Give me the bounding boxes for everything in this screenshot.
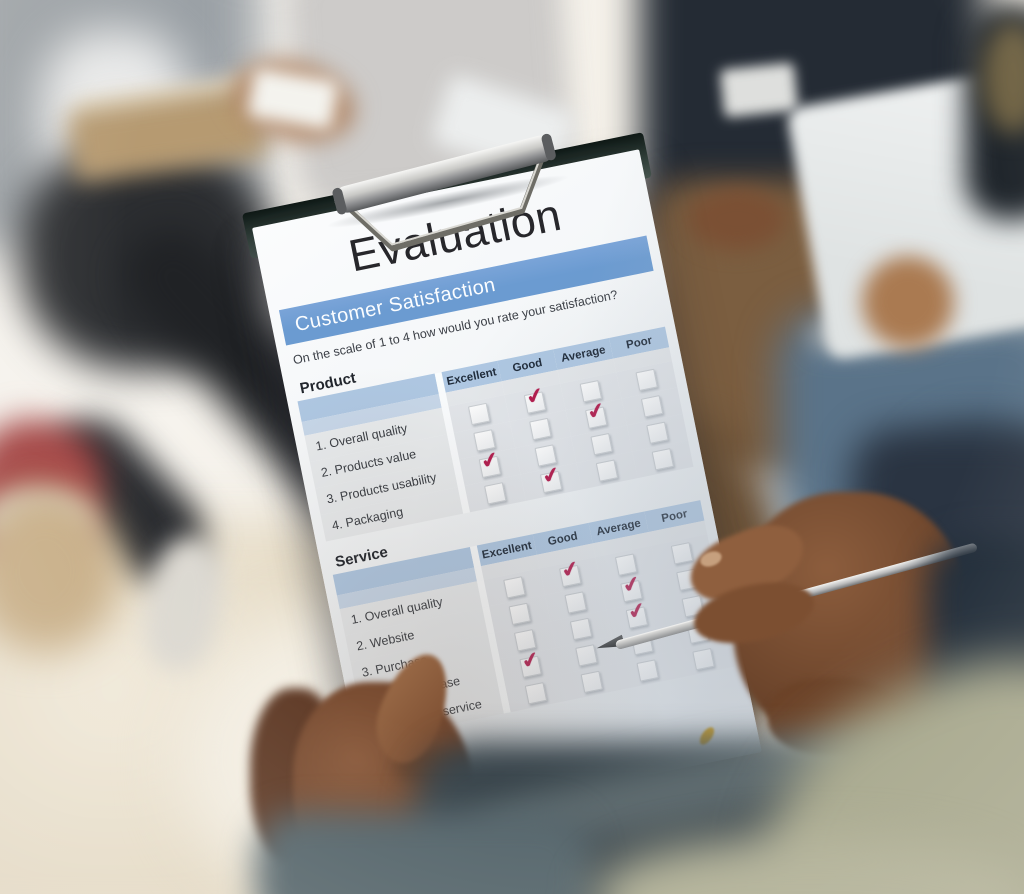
tan-shoe: [0, 488, 120, 653]
checkbox-service-4-good[interactable]: [575, 644, 598, 667]
checkbox-service-5-average[interactable]: [636, 659, 659, 682]
clipboard-clip: [332, 133, 556, 252]
clipboard: Evaluation Customer Satisfaction On the …: [241, 132, 762, 831]
checkbox-service-1-excellent[interactable]: [503, 576, 526, 599]
blurred-person-right-hands: [688, 188, 786, 250]
foreground-teal-fabric: [255, 812, 590, 894]
check-icon: ✔: [523, 383, 547, 410]
blurred-olive-shape: [982, 22, 1024, 134]
check-icon: ✔: [519, 647, 543, 675]
checkbox-service-1-good[interactable]: ✔: [559, 556, 582, 588]
check-icon: ✔: [620, 571, 644, 599]
checkbox-product-4-excellent[interactable]: [484, 482, 507, 505]
checkbox-product-4-average[interactable]: [595, 459, 619, 482]
clip-wire: [345, 153, 546, 252]
checkbox-service-2-good[interactable]: [564, 591, 587, 614]
name-tag: [719, 62, 799, 118]
checkbox-product-4-poor[interactable]: [651, 448, 675, 471]
checkbox-service-1-poor[interactable]: [670, 542, 694, 565]
checkbox-product-2-good[interactable]: [529, 417, 552, 441]
checkbox-service-3-good[interactable]: [569, 617, 593, 641]
checkbox-service-5-good[interactable]: [580, 670, 604, 694]
checkbox-product-2-poor[interactable]: [640, 395, 664, 418]
check-icon: ✔: [478, 447, 502, 475]
checkbox-service-5-poor[interactable]: [692, 647, 715, 671]
checkbox-product-1-poor[interactable]: [635, 368, 658, 392]
checkbox-product-3-average[interactable]: [590, 432, 613, 456]
checkbox-product-4-good[interactable]: ✔: [540, 462, 563, 494]
checkbox-product-1-excellent[interactable]: [467, 402, 491, 426]
checkbox-product-2-average[interactable]: ✔: [585, 398, 608, 429]
checkbox-service-4-excellent[interactable]: ✔: [519, 647, 542, 678]
check-icon: ✔: [558, 556, 582, 584]
clip-wire-highlight: [346, 151, 544, 246]
checkbox-service-2-excellent[interactable]: [508, 602, 532, 626]
clip-barrel-cap-right: [541, 133, 556, 161]
checkbox-product-3-excellent[interactable]: ✔: [478, 447, 502, 479]
checkbox-product-3-poor[interactable]: [646, 421, 669, 444]
clip-barrel-cap-left: [332, 187, 347, 215]
check-icon: ✔: [625, 598, 649, 625]
checkbox-service-5-excellent[interactable]: [524, 682, 548, 705]
check-icon: ✔: [539, 462, 563, 490]
checkbox-product-1-good[interactable]: ✔: [524, 383, 547, 414]
checkbox-service-3-average[interactable]: ✔: [625, 598, 649, 629]
clip-barrel: [334, 135, 555, 213]
hand-holding-laptop: [862, 256, 954, 348]
check-icon: ✔: [584, 398, 608, 425]
